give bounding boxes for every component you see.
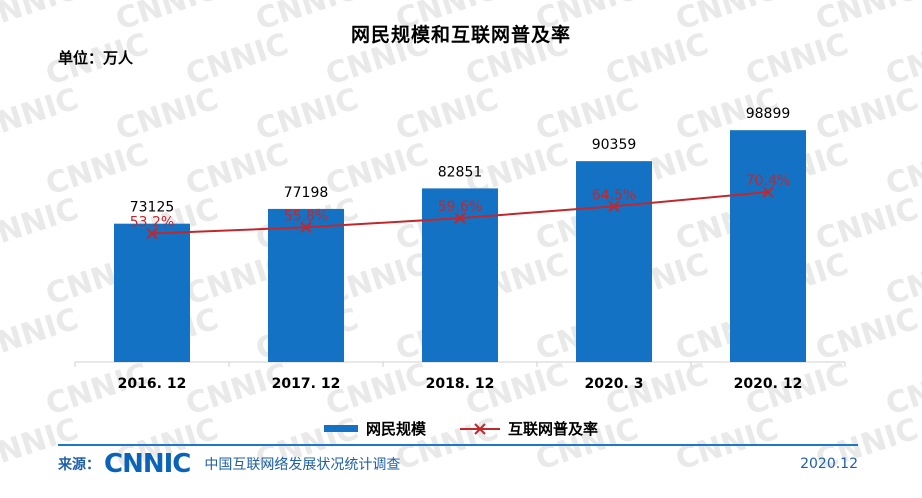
bar: [114, 223, 190, 362]
line-point: [300, 221, 312, 233]
line-point: [146, 227, 158, 240]
line-point: [608, 200, 620, 212]
legend-bar-label: 网民规模: [365, 420, 426, 438]
line-value-label: 64.5%: [592, 187, 636, 203]
bar-value-label: 77198: [284, 185, 329, 201]
footer: 来源： CNNIC 中国互联网络发展状况统计调查 2020.12: [58, 449, 858, 479]
line-value-label: 53.2%: [130, 215, 174, 231]
bar: [730, 130, 806, 362]
source-label: 来源：: [58, 457, 100, 473]
line-value-label: 70.4%: [746, 173, 790, 189]
bar-value-label: 73125: [130, 200, 175, 216]
line-point: [762, 186, 774, 198]
bar-value-label: 82851: [438, 164, 483, 180]
bar: [576, 161, 652, 362]
legend-line-label: 互联网普及率: [508, 420, 599, 438]
legend-item-bar: 网民规模: [323, 418, 426, 439]
cnnic-logo: CNNIC: [104, 449, 191, 479]
footer-date: 2020.12: [800, 456, 858, 472]
survey-name: 中国互联网络发展状况统计调查: [204, 457, 401, 473]
x-tick-label: 2020. 3: [585, 376, 644, 392]
x-tick-label: 2017. 12: [272, 376, 341, 392]
chart-title: 网民规模和互联网普及率: [350, 24, 571, 46]
bar-value-label: 98899: [746, 106, 791, 122]
line-value-label: 55.8%: [284, 208, 328, 224]
legend-bar-swatch: [323, 425, 358, 432]
x-tick-label: 2018. 12: [426, 376, 495, 392]
x-tick-label: 2016. 12: [118, 376, 187, 392]
line-value-label: 59.6%: [438, 199, 482, 215]
chart-area: 73125 2016. 12 77198 2017. 12 82851 2018. 12 9…: [74, 106, 846, 392]
x-tick-label: 2020. 12: [734, 376, 803, 392]
footer-divider: [58, 444, 858, 446]
line-point: [454, 212, 466, 224]
legend: 网民规模 互联网普及率: [0, 418, 922, 439]
legend-item-line: 互联网普及率: [460, 418, 598, 439]
bar: [268, 208, 344, 362]
bar-value-label: 90359: [592, 137, 637, 153]
unit-label: 单位：万人: [58, 49, 134, 67]
legend-line-swatch: [460, 422, 500, 435]
